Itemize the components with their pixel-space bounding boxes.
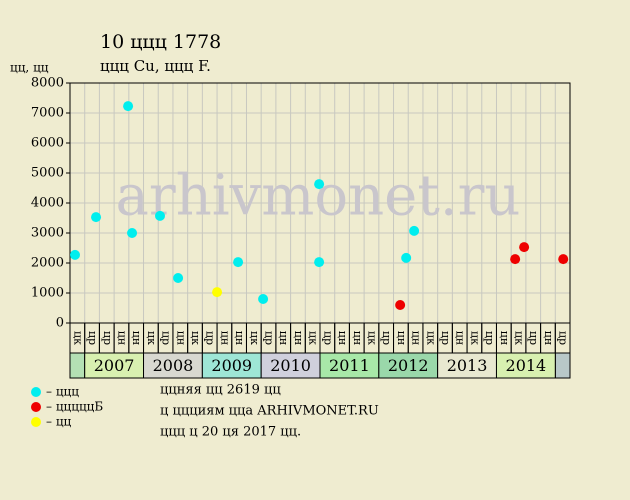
column-label: цр (439, 331, 452, 345)
column-label: цн (454, 331, 467, 345)
chart-title: 10 ццц 1778 (100, 31, 221, 53)
column-label: цк (189, 331, 202, 345)
column-label: цк (513, 331, 526, 345)
year-cell (143, 352, 203, 379)
year-label: 2009 (211, 356, 252, 375)
year-cell (84, 352, 145, 379)
y-tick-label: 8000 (31, 76, 64, 91)
point (155, 210, 165, 221)
year-cell (495, 352, 556, 379)
year-cell (319, 352, 380, 379)
chart-subtitle: ццц Cu, ццц F. (100, 57, 211, 75)
y-tick-label: 6000 (31, 136, 64, 151)
year-cell (378, 352, 439, 379)
point (519, 242, 530, 253)
note: ц ццциям цца ARHIVMONET.RU (160, 404, 379, 419)
y-tick-label: 3000 (31, 226, 64, 241)
column-label: цк (424, 331, 437, 345)
column-label: цн (233, 331, 246, 345)
year-label: 2007 (94, 356, 135, 375)
y-tick-label: 1000 (31, 286, 64, 301)
year-cell (260, 352, 321, 379)
legend-marker (31, 402, 41, 412)
point (127, 228, 138, 238)
column-label: цр (483, 331, 496, 345)
point (401, 252, 412, 263)
point (558, 254, 569, 265)
column-cell (554, 322, 571, 354)
legend-marker (31, 387, 41, 397)
point (233, 257, 244, 268)
y-tick-label: 2000 (31, 256, 64, 271)
point (314, 257, 325, 268)
legend-label: – цц (46, 415, 72, 429)
point (70, 249, 80, 260)
point (258, 294, 269, 304)
year-label: 2012 (388, 356, 429, 375)
column-label: цн (218, 331, 231, 345)
point (91, 212, 102, 223)
column-label: цр (263, 331, 276, 345)
year-label: 2014 (506, 356, 547, 375)
last-cell (554, 352, 571, 379)
column-label: цр (527, 331, 540, 345)
y-tick-label: 7000 (31, 106, 64, 121)
column-label: цн (498, 331, 511, 345)
first-cell (69, 352, 86, 379)
column-label: цн (542, 331, 555, 345)
point (123, 101, 134, 112)
column-label: цн (115, 331, 128, 345)
watermark: arhivmonet.ru (116, 164, 521, 229)
year-label: 2013 (447, 356, 488, 375)
column-label: цн (292, 331, 305, 345)
column-label: цн (351, 331, 364, 345)
point (409, 225, 420, 236)
year-label: 2008 (153, 356, 194, 375)
note: ццняя цц 2619 цц (160, 383, 281, 398)
column-label: цк (145, 331, 158, 345)
y-tick-label: 4000 (31, 196, 64, 211)
y-tick-label: 5000 (31, 166, 64, 181)
point (173, 273, 184, 283)
column-label: цр (204, 331, 217, 345)
column-label: цк (365, 331, 378, 345)
y-tick-label: 0 (56, 316, 64, 331)
column-label: цн (130, 331, 143, 345)
column-label: цк (307, 331, 320, 345)
column-label: цн (410, 331, 423, 345)
point (510, 254, 521, 265)
column-label: цн (174, 331, 187, 345)
year-label: 2010 (270, 356, 311, 375)
column-label: цк (468, 331, 481, 345)
point (212, 287, 223, 298)
column-label: цн (277, 331, 290, 345)
column-label: цр (101, 331, 114, 345)
column-label: цн (336, 331, 349, 345)
legend-label: – цццццБ (46, 400, 103, 414)
column-label: цр (160, 331, 173, 345)
point (314, 179, 325, 190)
column-label: цк (71, 331, 84, 345)
year-label: 2011 (329, 356, 370, 375)
column-label: цр (380, 331, 393, 345)
column-label: цр (86, 331, 99, 345)
legend-marker (31, 417, 41, 427)
point (395, 300, 406, 310)
column-label: цр (557, 331, 570, 345)
legend-label: – ццц (46, 385, 79, 399)
column-label: цк (248, 331, 261, 345)
y-label: цц, цц (10, 61, 49, 75)
column-label: цн (395, 331, 408, 345)
year-cell (201, 352, 262, 379)
year-cell (437, 352, 497, 379)
note: ццц ц 20 ця 2017 цц. (160, 425, 301, 440)
column-label: цр (321, 331, 334, 345)
